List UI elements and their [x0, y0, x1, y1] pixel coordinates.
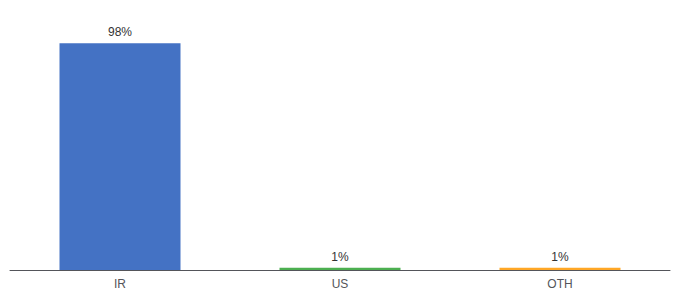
svg-text:IR: IR	[114, 277, 126, 291]
svg-text:OTH: OTH	[547, 277, 572, 291]
svg-text:98%: 98%	[108, 25, 132, 39]
svg-text:US: US	[332, 277, 349, 291]
svg-text:1%: 1%	[551, 250, 569, 264]
svg-text:1%: 1%	[331, 250, 349, 264]
